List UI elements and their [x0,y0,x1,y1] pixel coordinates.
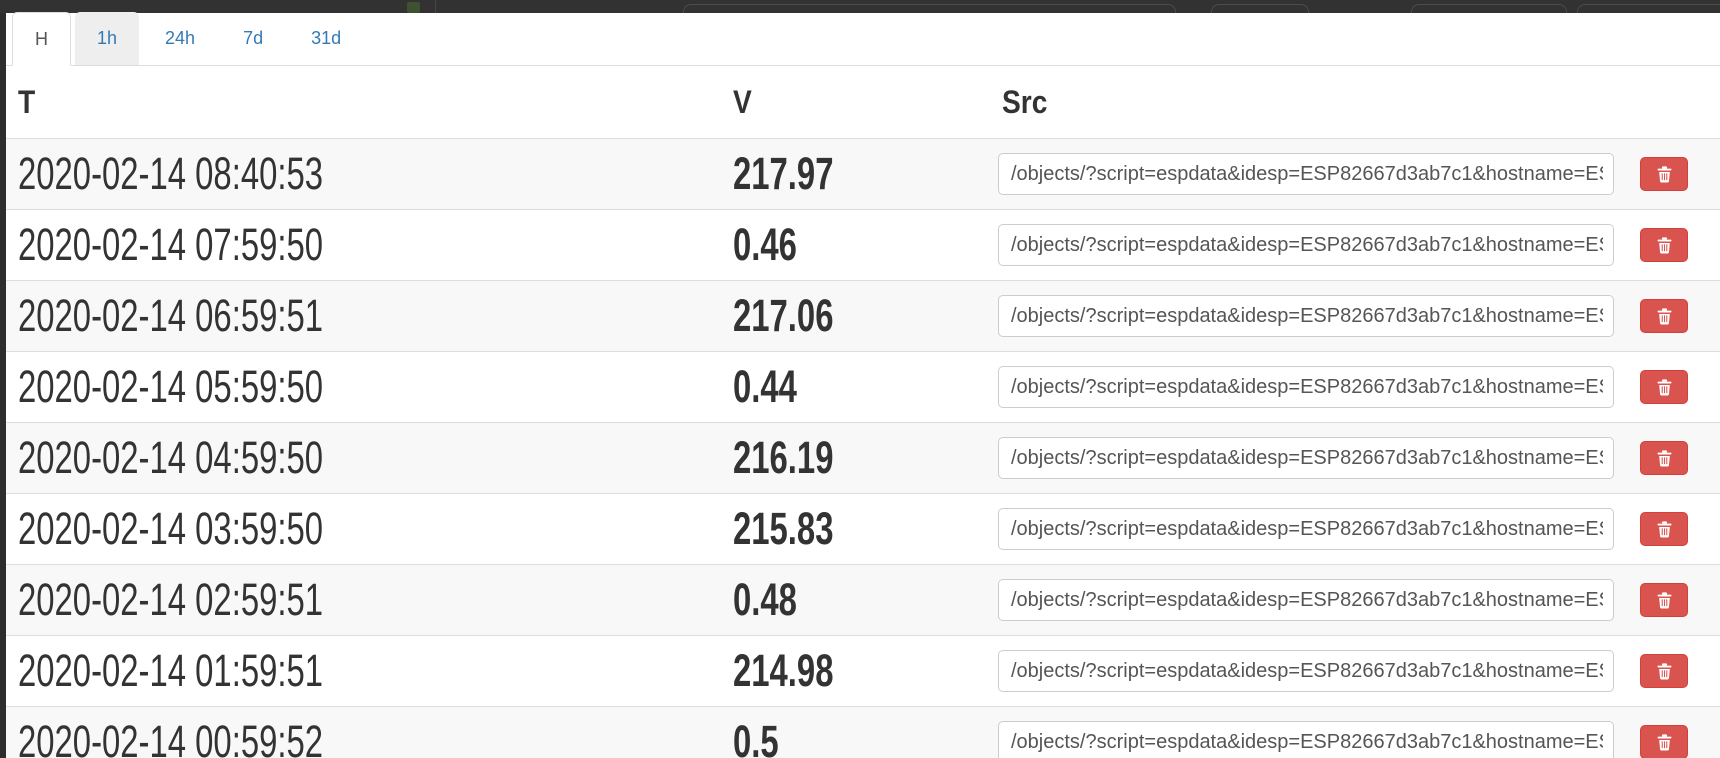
tab-31d[interactable]: 31d [289,12,363,65]
timestamp-text: 2020-02-14 00:59:52 [18,716,324,758]
table-header-row: T V Src [6,66,1720,139]
value-text: 0.46 [733,219,797,270]
delete-button[interactable] [1640,370,1688,404]
value-cell: 0.44 [733,352,821,422]
timestamp-cell: 2020-02-14 02:59:51 [18,565,436,635]
tab-7d-label: 7d [243,28,264,48]
delete-button[interactable] [1640,228,1688,262]
trash-icon [1656,662,1673,680]
src-input[interactable] [998,437,1614,479]
column-header-t: T [18,83,36,120]
column-header-v: V [733,83,752,120]
toolbar-control-1 [1211,4,1309,13]
timestamp-text: 2020-02-14 05:59:50 [18,361,324,412]
timestamp-text: 2020-02-14 02:59:51 [18,574,324,625]
tab-31d-label: 31d [311,28,342,48]
trash-icon [1656,378,1673,396]
timestamp-text: 2020-02-14 07:59:50 [18,219,324,270]
src-input[interactable] [998,721,1614,758]
value-text: 0.44 [733,361,797,412]
timestamp-cell: 2020-02-14 07:59:50 [18,210,436,280]
value-cell: 214.98 [733,636,871,706]
trash-icon [1656,449,1673,467]
toolbar-control-3 [1577,4,1720,13]
tab-24h[interactable]: 24h [143,12,217,65]
timestamp-text: 2020-02-14 08:40:53 [18,148,324,199]
browser-extension-icon [407,2,420,13]
value-cell: 0.48 [733,565,821,635]
main-content: H 1h 24h 7d 31d T V Src 2020-02-14 08:40… [6,12,1720,758]
trash-icon [1656,733,1673,751]
value-text: 217.06 [733,290,834,341]
tab-1h[interactable]: 1h [75,12,140,65]
value-text: 214.98 [733,645,834,696]
timestamp-text: 2020-02-14 06:59:51 [18,290,324,341]
timestamp-cell: 2020-02-14 03:59:50 [18,494,436,564]
delete-button[interactable] [1640,725,1688,758]
src-input[interactable] [998,366,1614,408]
tab-h-label: H [35,28,48,49]
timestamp-text: 2020-02-14 03:59:50 [18,503,324,554]
trash-icon [1656,591,1673,609]
delete-button[interactable] [1640,512,1688,546]
trash-icon [1656,165,1673,183]
src-input[interactable] [998,508,1614,550]
delete-button[interactable] [1640,157,1688,191]
timestamp-cell: 2020-02-14 08:40:53 [18,139,436,209]
trash-icon [1656,236,1673,254]
value-cell: 217.06 [733,281,871,351]
timestamp-cell: 2020-02-14 06:59:51 [18,281,436,351]
src-input[interactable] [998,650,1614,692]
table-body: 2020-02-14 08:40:53 217.97 2020-02-14 07… [6,139,1720,758]
timestamp-text: 2020-02-14 01:59:51 [18,645,324,696]
delete-button[interactable] [1640,654,1688,688]
table-row: 2020-02-14 05:59:50 0.44 [6,352,1720,423]
timestamp-cell: 2020-02-14 04:59:50 [18,423,436,493]
value-text: 217.97 [733,148,834,199]
delete-button[interactable] [1640,583,1688,617]
value-text: 216.19 [733,432,834,483]
timestamp-text: 2020-02-14 04:59:50 [18,432,324,483]
browser-chrome-strip [0,0,1720,13]
period-tab-bar: H 1h 24h 7d 31d [6,12,1720,66]
table-row: 2020-02-14 03:59:50 215.83 [6,494,1720,565]
value-cell: 217.97 [733,139,871,209]
table-row: 2020-02-14 01:59:51 214.98 [6,636,1720,707]
value-cell: 215.83 [733,494,871,564]
table-row: 2020-02-14 04:59:50 216.19 [6,423,1720,494]
toolbar-control-2 [1411,4,1567,13]
table-row: 2020-02-14 08:40:53 217.97 [6,139,1720,210]
delete-button[interactable] [1640,299,1688,333]
table-row: 2020-02-14 02:59:51 0.48 [6,565,1720,636]
src-input[interactable] [998,224,1614,266]
toolbar-divider [435,0,436,13]
value-text: 215.83 [733,503,834,554]
value-text: 0.5 [733,716,779,758]
value-cell: 216.19 [733,423,871,493]
left-edge-bar [0,13,6,758]
timestamp-cell: 2020-02-14 01:59:51 [18,636,436,706]
tab-7d[interactable]: 7d [221,12,285,65]
tab-1h-label: 1h [97,28,118,48]
src-input[interactable] [998,295,1614,337]
value-cell: 0.46 [733,210,821,280]
src-input[interactable] [998,153,1614,195]
table-row: 2020-02-14 00:59:52 0.5 [6,707,1720,758]
tab-h[interactable]: H [12,12,71,66]
timestamp-cell: 2020-02-14 05:59:50 [18,352,436,422]
trash-icon [1656,520,1673,538]
address-bar-bottom [683,4,1176,13]
trash-icon [1656,307,1673,325]
column-header-src: Src [1002,83,1048,120]
delete-button[interactable] [1640,441,1688,475]
value-cell: 0.5 [733,707,796,758]
timestamp-cell: 2020-02-14 00:59:52 [18,707,436,758]
table-row: 2020-02-14 07:59:50 0.46 [6,210,1720,281]
src-input[interactable] [998,579,1614,621]
table-row: 2020-02-14 06:59:51 217.06 [6,281,1720,352]
tab-24h-label: 24h [165,28,196,48]
value-text: 0.48 [733,574,797,625]
